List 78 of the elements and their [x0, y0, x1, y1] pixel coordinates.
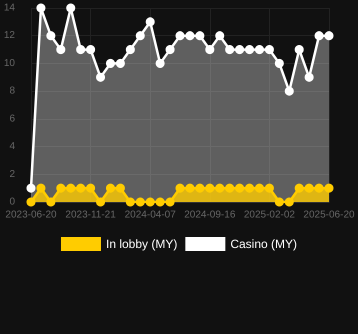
point [46, 198, 56, 206]
point [56, 45, 66, 54]
point [185, 184, 194, 193]
point [264, 45, 274, 54]
point [176, 184, 184, 193]
point [284, 86, 294, 96]
y-tick-label: 2 [9, 168, 16, 180]
point [116, 184, 125, 193]
x-tick-label: 2024-09-16 [184, 210, 236, 220]
legend-label: In lobby (MY) [106, 237, 178, 251]
point [56, 184, 66, 193]
point [215, 184, 224, 193]
point [245, 45, 254, 54]
point [106, 58, 115, 68]
x-tick-label: 2025-02-02 [244, 210, 296, 220]
point [235, 184, 244, 193]
point [96, 72, 106, 82]
point [156, 198, 165, 206]
x-tick-label: 2023-11-21 [65, 210, 116, 220]
point [66, 4, 76, 12]
point [106, 184, 115, 193]
point [314, 31, 324, 40]
point [215, 31, 224, 40]
y-tick-label: 6 [9, 113, 16, 124]
point [26, 184, 36, 193]
point [76, 45, 86, 54]
point [166, 198, 175, 206]
point [126, 45, 135, 54]
point [324, 31, 334, 40]
x-tick-label: 2025-06-20 [303, 210, 356, 220]
y-tick-label: 10 [4, 58, 16, 69]
point [156, 58, 165, 68]
point [304, 72, 314, 82]
point [46, 31, 56, 40]
point [195, 184, 204, 193]
y-tick-label: 14 [4, 2, 16, 14]
point [254, 184, 264, 193]
y-tick-label: 8 [9, 86, 16, 97]
point [284, 198, 294, 206]
point [314, 184, 324, 193]
point [26, 198, 36, 206]
point [294, 184, 304, 193]
point [274, 58, 284, 68]
point [176, 31, 184, 40]
point [225, 45, 234, 54]
point [76, 184, 86, 193]
point [116, 58, 125, 68]
x-tick-label: 2023-06-20 [5, 210, 58, 220]
point [225, 184, 234, 193]
point [136, 31, 145, 40]
point [235, 45, 244, 54]
point [36, 4, 46, 12]
point [36, 184, 46, 193]
point [96, 198, 106, 206]
point [205, 184, 214, 193]
point [324, 184, 334, 193]
point [294, 45, 304, 54]
y-tick-label: 4 [9, 141, 16, 152]
point [264, 184, 274, 193]
point [136, 198, 145, 206]
y-tick-label: 12 [4, 30, 16, 42]
point [274, 198, 284, 206]
point [86, 184, 96, 193]
point [166, 45, 175, 54]
point [66, 184, 76, 193]
point [126, 198, 135, 206]
point [245, 184, 254, 193]
point [185, 31, 194, 40]
point [146, 198, 155, 206]
x-tick-label: 2024-04-07 [124, 210, 176, 220]
point [205, 45, 214, 54]
y-tick-label: 0 [9, 196, 16, 208]
legend-label: Casino (MY) [230, 237, 298, 251]
point [146, 17, 155, 26]
point [86, 45, 96, 54]
point [304, 184, 314, 193]
point [195, 31, 204, 40]
point [254, 45, 264, 54]
